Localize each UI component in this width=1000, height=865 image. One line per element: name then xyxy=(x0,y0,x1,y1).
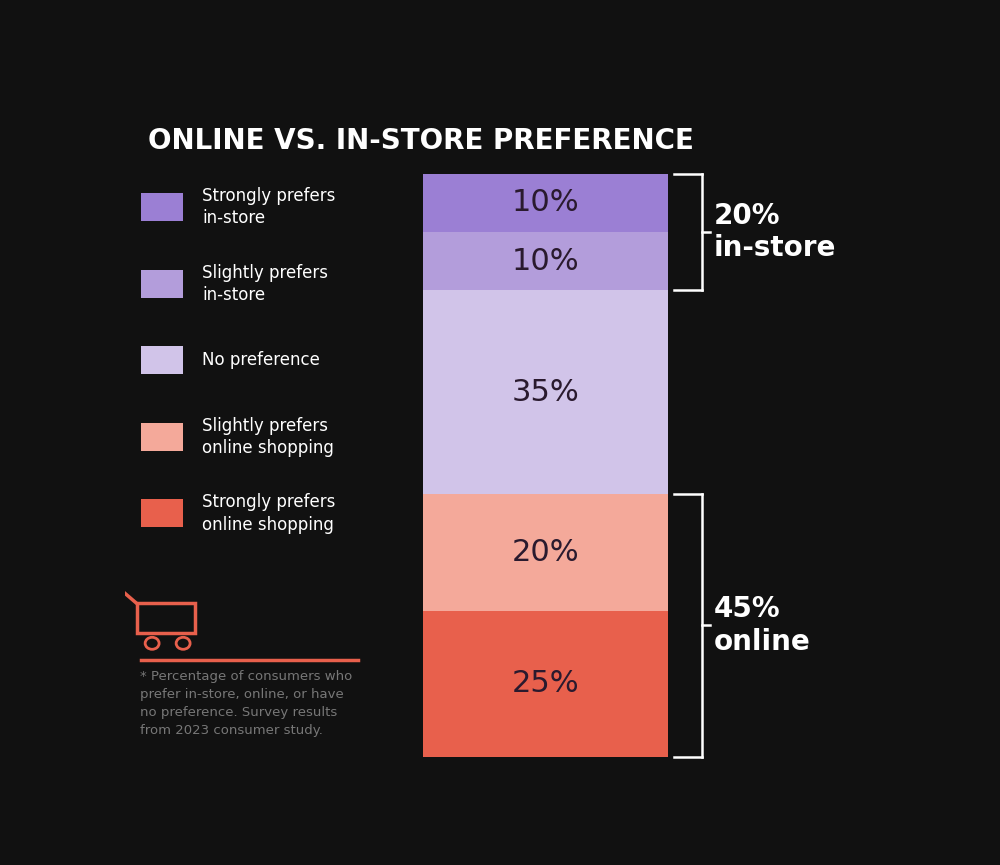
Text: Strongly prefers
online shopping: Strongly prefers online shopping xyxy=(202,493,336,534)
Text: ONLINE VS. IN-STORE PREFERENCE: ONLINE VS. IN-STORE PREFERENCE xyxy=(148,127,694,155)
Text: 20%
in-store: 20% in-store xyxy=(714,202,836,262)
Text: 10%: 10% xyxy=(512,189,579,217)
Bar xyxy=(137,604,195,633)
Bar xyxy=(140,499,183,528)
Bar xyxy=(140,270,183,298)
Text: * Percentage of consumers who
prefer in-store, online, or have
no preference. Su: * Percentage of consumers who prefer in-… xyxy=(140,670,353,737)
Text: 45%
online: 45% online xyxy=(714,595,811,656)
Text: No preference: No preference xyxy=(202,351,320,369)
Bar xyxy=(140,193,183,221)
Bar xyxy=(140,423,183,451)
Bar xyxy=(140,346,183,375)
Text: 10%: 10% xyxy=(512,247,579,276)
Text: 35%: 35% xyxy=(512,378,579,407)
Bar xyxy=(423,232,668,291)
Text: Slightly prefers
online shopping: Slightly prefers online shopping xyxy=(202,417,334,457)
Bar xyxy=(423,291,668,494)
Bar xyxy=(423,494,668,611)
Text: Slightly prefers
in-store: Slightly prefers in-store xyxy=(202,264,328,304)
Text: 25%: 25% xyxy=(512,670,579,698)
Bar xyxy=(423,174,668,232)
Text: 20%: 20% xyxy=(512,538,579,567)
Bar xyxy=(423,611,668,757)
Text: Strongly prefers
in-store: Strongly prefers in-store xyxy=(202,187,336,227)
